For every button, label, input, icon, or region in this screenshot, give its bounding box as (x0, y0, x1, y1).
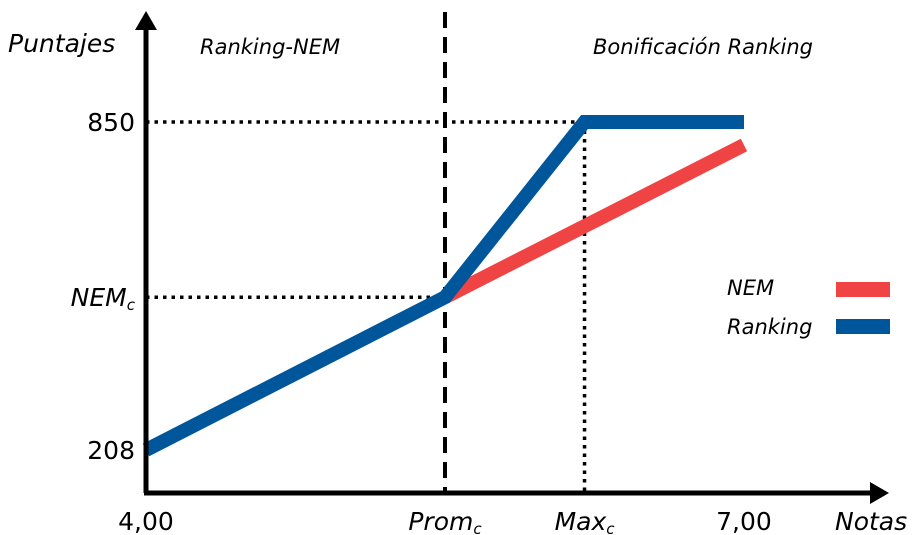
y-tick-label-0: 208 (87, 436, 135, 465)
y-tick-label-1: NEMc (71, 283, 136, 314)
series-line-ranking (142, 115, 744, 457)
x-tick-label-2: Maxc (555, 507, 616, 535)
x-tick-label-1: Promc (408, 507, 482, 535)
y-tick-label-2: 850 (87, 108, 135, 137)
guide-lines (146, 12, 587, 493)
legend-label-ranking: Ranking (727, 315, 812, 339)
x-axis-label: Notas (835, 507, 907, 535)
legend-swatch-nem (836, 282, 890, 297)
series-line-nem (441, 138, 748, 304)
legend-swatch-ranking (836, 319, 890, 334)
x-tick-label-3: 7,00 (716, 507, 772, 535)
x-axis-arrow-icon (870, 482, 889, 504)
series-lines (142, 115, 748, 457)
region-label-ranking-nem: Ranking-NEM (200, 35, 340, 59)
y-axis-label: Puntajes (8, 29, 115, 58)
x-tick-label-0: 4,00 (118, 507, 174, 535)
axes (135, 11, 889, 504)
y-axis-arrow-icon (135, 11, 157, 30)
region-label-bonificacion: Bonificación Ranking (593, 35, 813, 59)
legend-label-nem: NEM (727, 276, 774, 300)
